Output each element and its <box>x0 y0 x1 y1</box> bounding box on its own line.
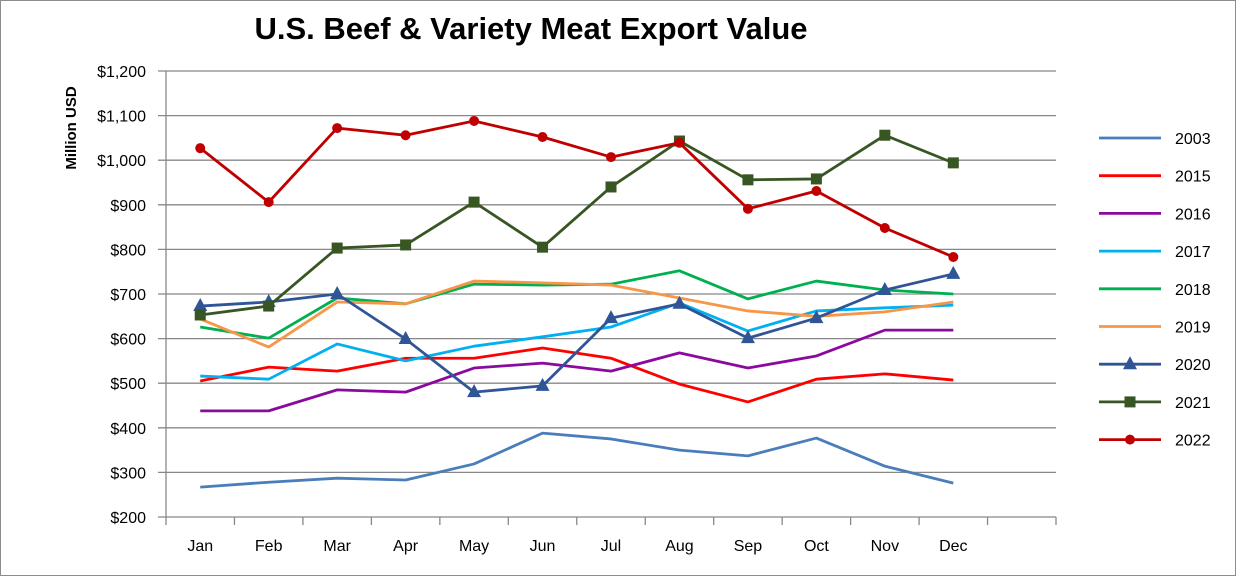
data-point <box>879 129 891 141</box>
data-point <box>809 310 824 324</box>
series-line <box>200 431 954 489</box>
data-point <box>742 203 753 214</box>
legend-label: 2017 <box>1175 244 1211 261</box>
y-tick-label: $300 <box>110 465 146 482</box>
y-tick-label: $500 <box>110 376 146 393</box>
series-line <box>200 301 954 381</box>
series-line <box>200 272 954 394</box>
y-tick-label: $800 <box>110 242 146 259</box>
data-point <box>263 197 274 208</box>
data-point <box>740 330 755 344</box>
legend-label: 2022 <box>1175 433 1211 450</box>
chart-title: U.S. Beef & Variety Meat Export Value <box>254 11 807 46</box>
legend-item: 2022 <box>1099 433 1211 450</box>
x-tick-label: Aug <box>665 538 693 555</box>
data-point <box>1125 434 1135 445</box>
data-point <box>467 384 482 398</box>
y-tick-label: $600 <box>110 332 146 349</box>
data-point <box>810 173 822 185</box>
data-point <box>468 196 480 208</box>
data-point <box>400 130 411 141</box>
series-2020 <box>193 265 961 398</box>
data-point <box>947 157 959 169</box>
data-point <box>946 265 961 279</box>
x-tick-label: May <box>459 538 489 555</box>
data-point <box>537 241 549 253</box>
legend-label: 2016 <box>1175 206 1211 223</box>
data-point <box>948 251 959 262</box>
data-point <box>879 222 890 233</box>
y-tick-label: $900 <box>110 198 146 215</box>
series-2021 <box>194 129 959 321</box>
legend-label: 2020 <box>1175 357 1211 374</box>
series-2003 <box>200 431 954 489</box>
data-point <box>332 123 343 134</box>
legend-item: 2016 <box>1099 206 1211 223</box>
data-point <box>877 281 892 295</box>
data-point <box>811 185 822 196</box>
series-2016 <box>200 328 954 413</box>
y-tick-label: $400 <box>110 421 146 438</box>
data-point <box>605 181 617 193</box>
data-point <box>742 174 754 186</box>
x-tick-label: Jun <box>530 538 556 555</box>
data-point <box>400 239 412 251</box>
data-point <box>1123 356 1137 370</box>
data-point <box>398 331 413 345</box>
data-point <box>469 115 480 126</box>
data-point <box>604 310 618 324</box>
data-point <box>331 242 343 254</box>
legend-label: 2018 <box>1175 282 1211 299</box>
x-tick-label: Mar <box>323 538 351 555</box>
x-tick-label: Dec <box>939 538 967 555</box>
legend-item: 2003 <box>1099 131 1211 148</box>
series-line <box>200 269 954 340</box>
legend-item: 2018 <box>1099 282 1211 299</box>
legend-item: 2020 <box>1099 356 1211 374</box>
x-tick-label: Nov <box>871 538 899 555</box>
legend-item: 2015 <box>1099 169 1211 186</box>
legend-label: 2019 <box>1175 320 1211 337</box>
y-tick-label: $200 <box>110 510 146 527</box>
data-point <box>330 286 345 299</box>
x-tick-label: Oct <box>804 538 829 555</box>
series-line <box>200 133 954 317</box>
series-2018 <box>200 269 954 340</box>
y-axis-label: Million USD <box>63 86 80 169</box>
series-2017 <box>200 301 954 381</box>
legend-item: 2017 <box>1099 244 1211 261</box>
data-point <box>1124 396 1136 408</box>
legend-label: 2003 <box>1175 131 1211 148</box>
data-point <box>537 132 548 143</box>
legend-label: 2015 <box>1175 169 1211 186</box>
x-tick-label: Jan <box>187 538 213 555</box>
x-tick-label: Sep <box>734 538 763 555</box>
series-line <box>199 119 954 259</box>
legend-label: 2021 <box>1175 395 1211 412</box>
data-point <box>674 137 685 148</box>
data-point <box>263 300 275 312</box>
data-point <box>195 143 206 154</box>
x-tick-label: Feb <box>255 538 283 555</box>
legend-item: 2019 <box>1099 320 1211 337</box>
x-tick-label: Apr <box>393 538 419 555</box>
data-point <box>606 152 616 163</box>
series-2019 <box>199 279 954 349</box>
series-line <box>199 279 954 349</box>
data-point <box>194 309 206 321</box>
series-2022 <box>195 115 959 262</box>
y-tick-label: $1,000 <box>97 153 146 170</box>
data-point <box>193 298 208 312</box>
y-tick-label: $1,200 <box>97 64 146 81</box>
x-tick-label: Jul <box>601 538 621 555</box>
data-point <box>535 377 550 391</box>
y-tick-label: $700 <box>110 287 146 304</box>
legend-item: 2021 <box>1099 395 1211 412</box>
data-point <box>672 295 687 309</box>
y-tick-label: $1,100 <box>97 109 146 126</box>
series-line <box>200 328 954 413</box>
